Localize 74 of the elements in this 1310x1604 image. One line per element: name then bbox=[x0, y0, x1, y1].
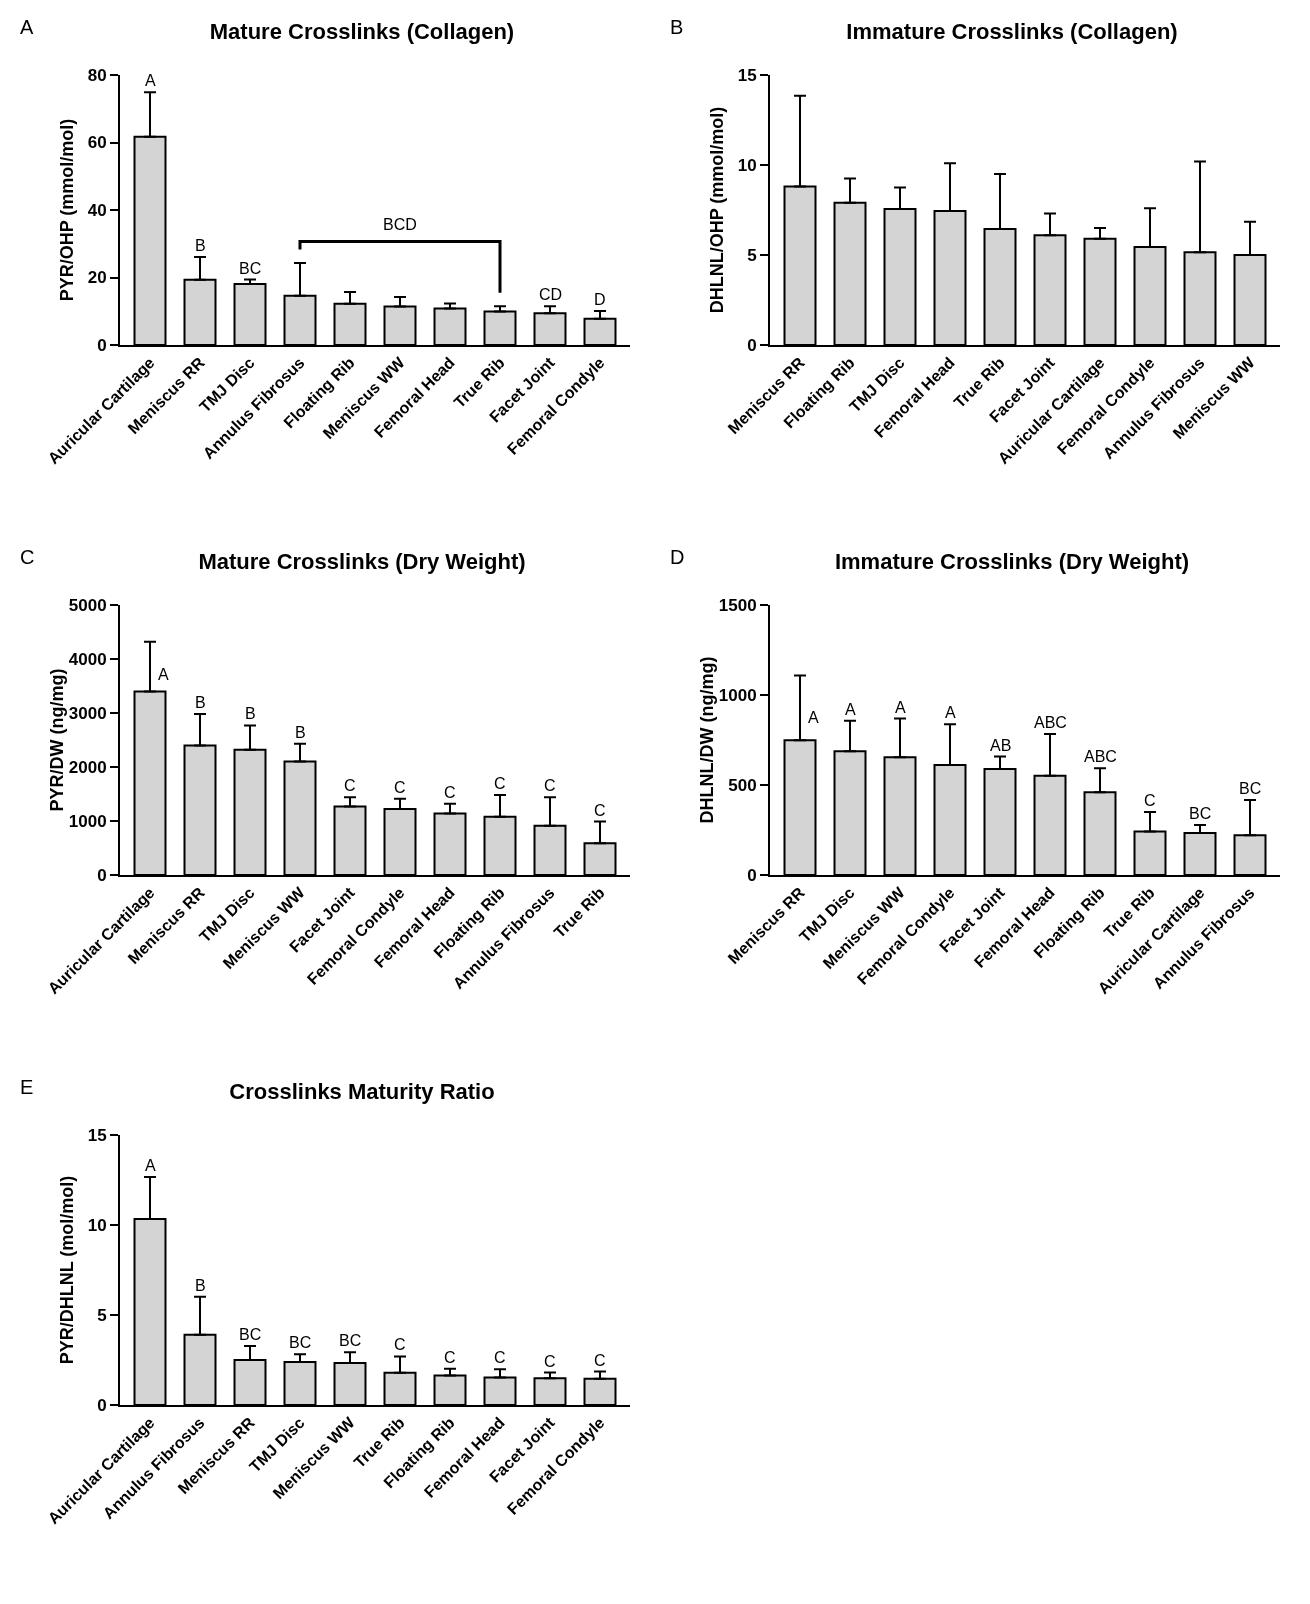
data-label: C bbox=[394, 779, 406, 796]
y-tick-label: 0 bbox=[747, 335, 757, 355]
data-label: B bbox=[195, 1277, 206, 1294]
data-label: ABC bbox=[1084, 748, 1117, 765]
y-tick-label: 3000 bbox=[68, 703, 107, 723]
data-label: A bbox=[945, 704, 956, 721]
data-label: C bbox=[544, 777, 556, 794]
data-label: C bbox=[594, 1352, 606, 1369]
text: C bbox=[20, 546, 35, 568]
data-label: A bbox=[158, 666, 169, 683]
y-tick-label: 80 bbox=[87, 65, 107, 85]
y-axis-title: PYR/DHLNL (mol/mol) bbox=[57, 1175, 77, 1365]
data-label: AB bbox=[990, 737, 1012, 754]
data-label: C bbox=[544, 1353, 556, 1370]
data-label: A bbox=[845, 701, 856, 718]
text: A bbox=[20, 16, 34, 38]
data-label: B bbox=[245, 705, 256, 722]
data-label: BC bbox=[289, 1334, 312, 1351]
data-label: BC bbox=[1189, 805, 1212, 822]
y-tick-label: 60 bbox=[87, 133, 107, 153]
data-label: C bbox=[494, 775, 506, 792]
y-axis-title: PYR/OHP (mmol/mol) bbox=[57, 118, 77, 302]
y-axis-title: PYR/DW (ng/mg) bbox=[46, 668, 67, 812]
y-tick-label: 4000 bbox=[68, 649, 107, 669]
y-tick-label: 5 bbox=[747, 245, 757, 265]
data-label: A bbox=[145, 72, 156, 89]
chart-title: Crosslinks Maturity Ratio bbox=[229, 1078, 495, 1104]
y-tick-label: 500 bbox=[728, 775, 757, 795]
data-label: C bbox=[1144, 792, 1156, 809]
data-label: A bbox=[895, 699, 906, 716]
data-label: B bbox=[295, 724, 306, 741]
chart-title: Immature Crosslinks (Collagen) bbox=[846, 18, 1178, 44]
y-tick-label: 0 bbox=[97, 1395, 107, 1415]
data-label: B bbox=[195, 237, 206, 254]
chart-title: Immature Crosslinks (Dry Weight) bbox=[834, 548, 1190, 574]
y-tick-label: 0 bbox=[97, 335, 107, 355]
y-tick-label: 15 bbox=[87, 1125, 107, 1145]
data-label: A bbox=[145, 1157, 156, 1174]
text: E bbox=[20, 1076, 34, 1098]
y-tick-label: 5000 bbox=[68, 595, 107, 615]
data-label: A bbox=[808, 709, 819, 726]
y-tick-label: 10 bbox=[87, 1215, 107, 1235]
y-tick-label: 15 bbox=[737, 65, 757, 85]
data-label: BC bbox=[339, 1332, 362, 1349]
data-label: D bbox=[594, 291, 606, 308]
data-label: C bbox=[594, 802, 606, 819]
y-tick-label: 0 bbox=[97, 865, 107, 885]
y-tick-label: 1500 bbox=[718, 595, 757, 615]
data-label: C bbox=[444, 784, 456, 801]
y-tick-label: 0 bbox=[747, 865, 757, 885]
chart-title: Mature Crosslinks (Collagen) bbox=[209, 18, 515, 44]
data-label: BC bbox=[239, 260, 262, 277]
y-tick-label: 2000 bbox=[68, 757, 107, 777]
y-tick-label: 40 bbox=[87, 200, 107, 220]
y-tick-label: 20 bbox=[87, 268, 107, 288]
y-tick-label: 10 bbox=[737, 155, 757, 175]
chart-title: Mature Crosslinks (Dry Weight) bbox=[198, 548, 526, 574]
data-label: ABC bbox=[1034, 714, 1067, 731]
text: D bbox=[670, 546, 685, 568]
data-label: C bbox=[494, 1349, 506, 1366]
data-label: C bbox=[394, 1336, 406, 1353]
data-label: B bbox=[195, 694, 206, 711]
data-label: C bbox=[344, 777, 356, 794]
data-label: BC bbox=[1239, 780, 1262, 797]
data-label: C bbox=[444, 1349, 456, 1366]
y-tick-label: 5 bbox=[97, 1305, 107, 1325]
y-tick-label: 1000 bbox=[68, 811, 107, 831]
data-label: CD bbox=[539, 286, 563, 303]
y-axis-title: DHLNL/DW (ng/mg) bbox=[696, 656, 717, 824]
text: B bbox=[670, 16, 684, 38]
y-axis-title: DHLNL/OHP (mmol/mol) bbox=[707, 106, 727, 314]
y-tick-label: 1000 bbox=[718, 685, 757, 705]
annotation: BCD bbox=[383, 216, 417, 233]
data-label: BC bbox=[239, 1326, 262, 1343]
